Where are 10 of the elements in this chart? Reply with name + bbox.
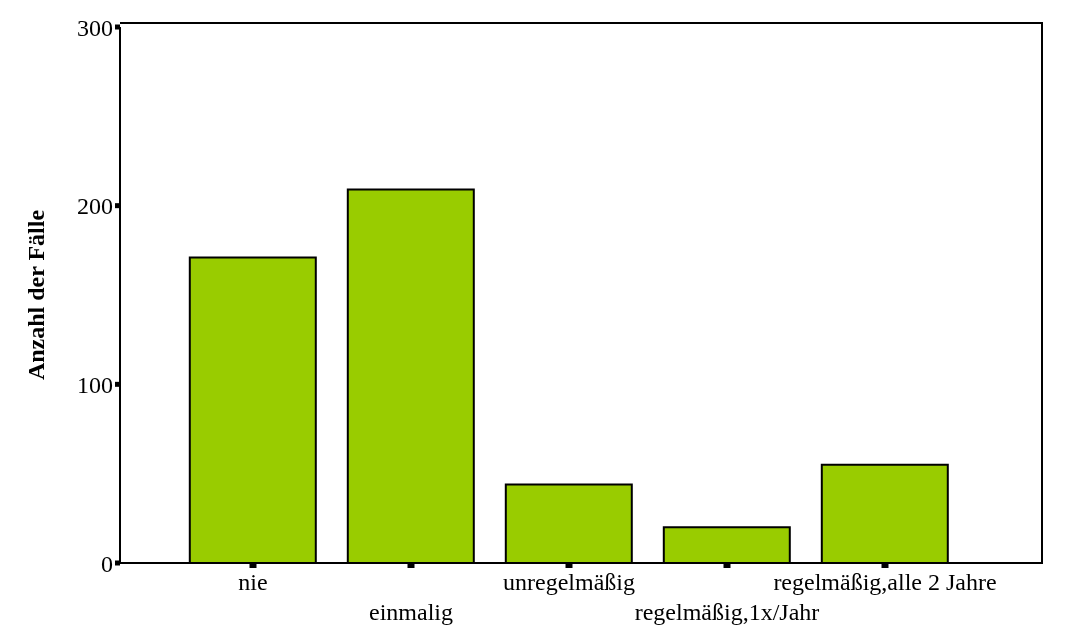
- y-tick-label: 0: [101, 550, 113, 577]
- y-tick-label: 300: [77, 14, 113, 41]
- y-tick-label: 100: [77, 371, 113, 398]
- y-tick-label: 200: [77, 193, 113, 220]
- x-tick-label: unregelmäßig: [503, 569, 635, 595]
- x-tick-label: einmalig: [369, 599, 453, 625]
- x-tick-label: regelmäßig,1x/Jahr: [634, 599, 820, 625]
- y-axis-title: Anzahl der Fälle: [22, 209, 49, 381]
- x-tick-label: regelmäßig,alle 2 Jahre: [773, 569, 997, 595]
- x-tick-label: nie: [238, 569, 268, 595]
